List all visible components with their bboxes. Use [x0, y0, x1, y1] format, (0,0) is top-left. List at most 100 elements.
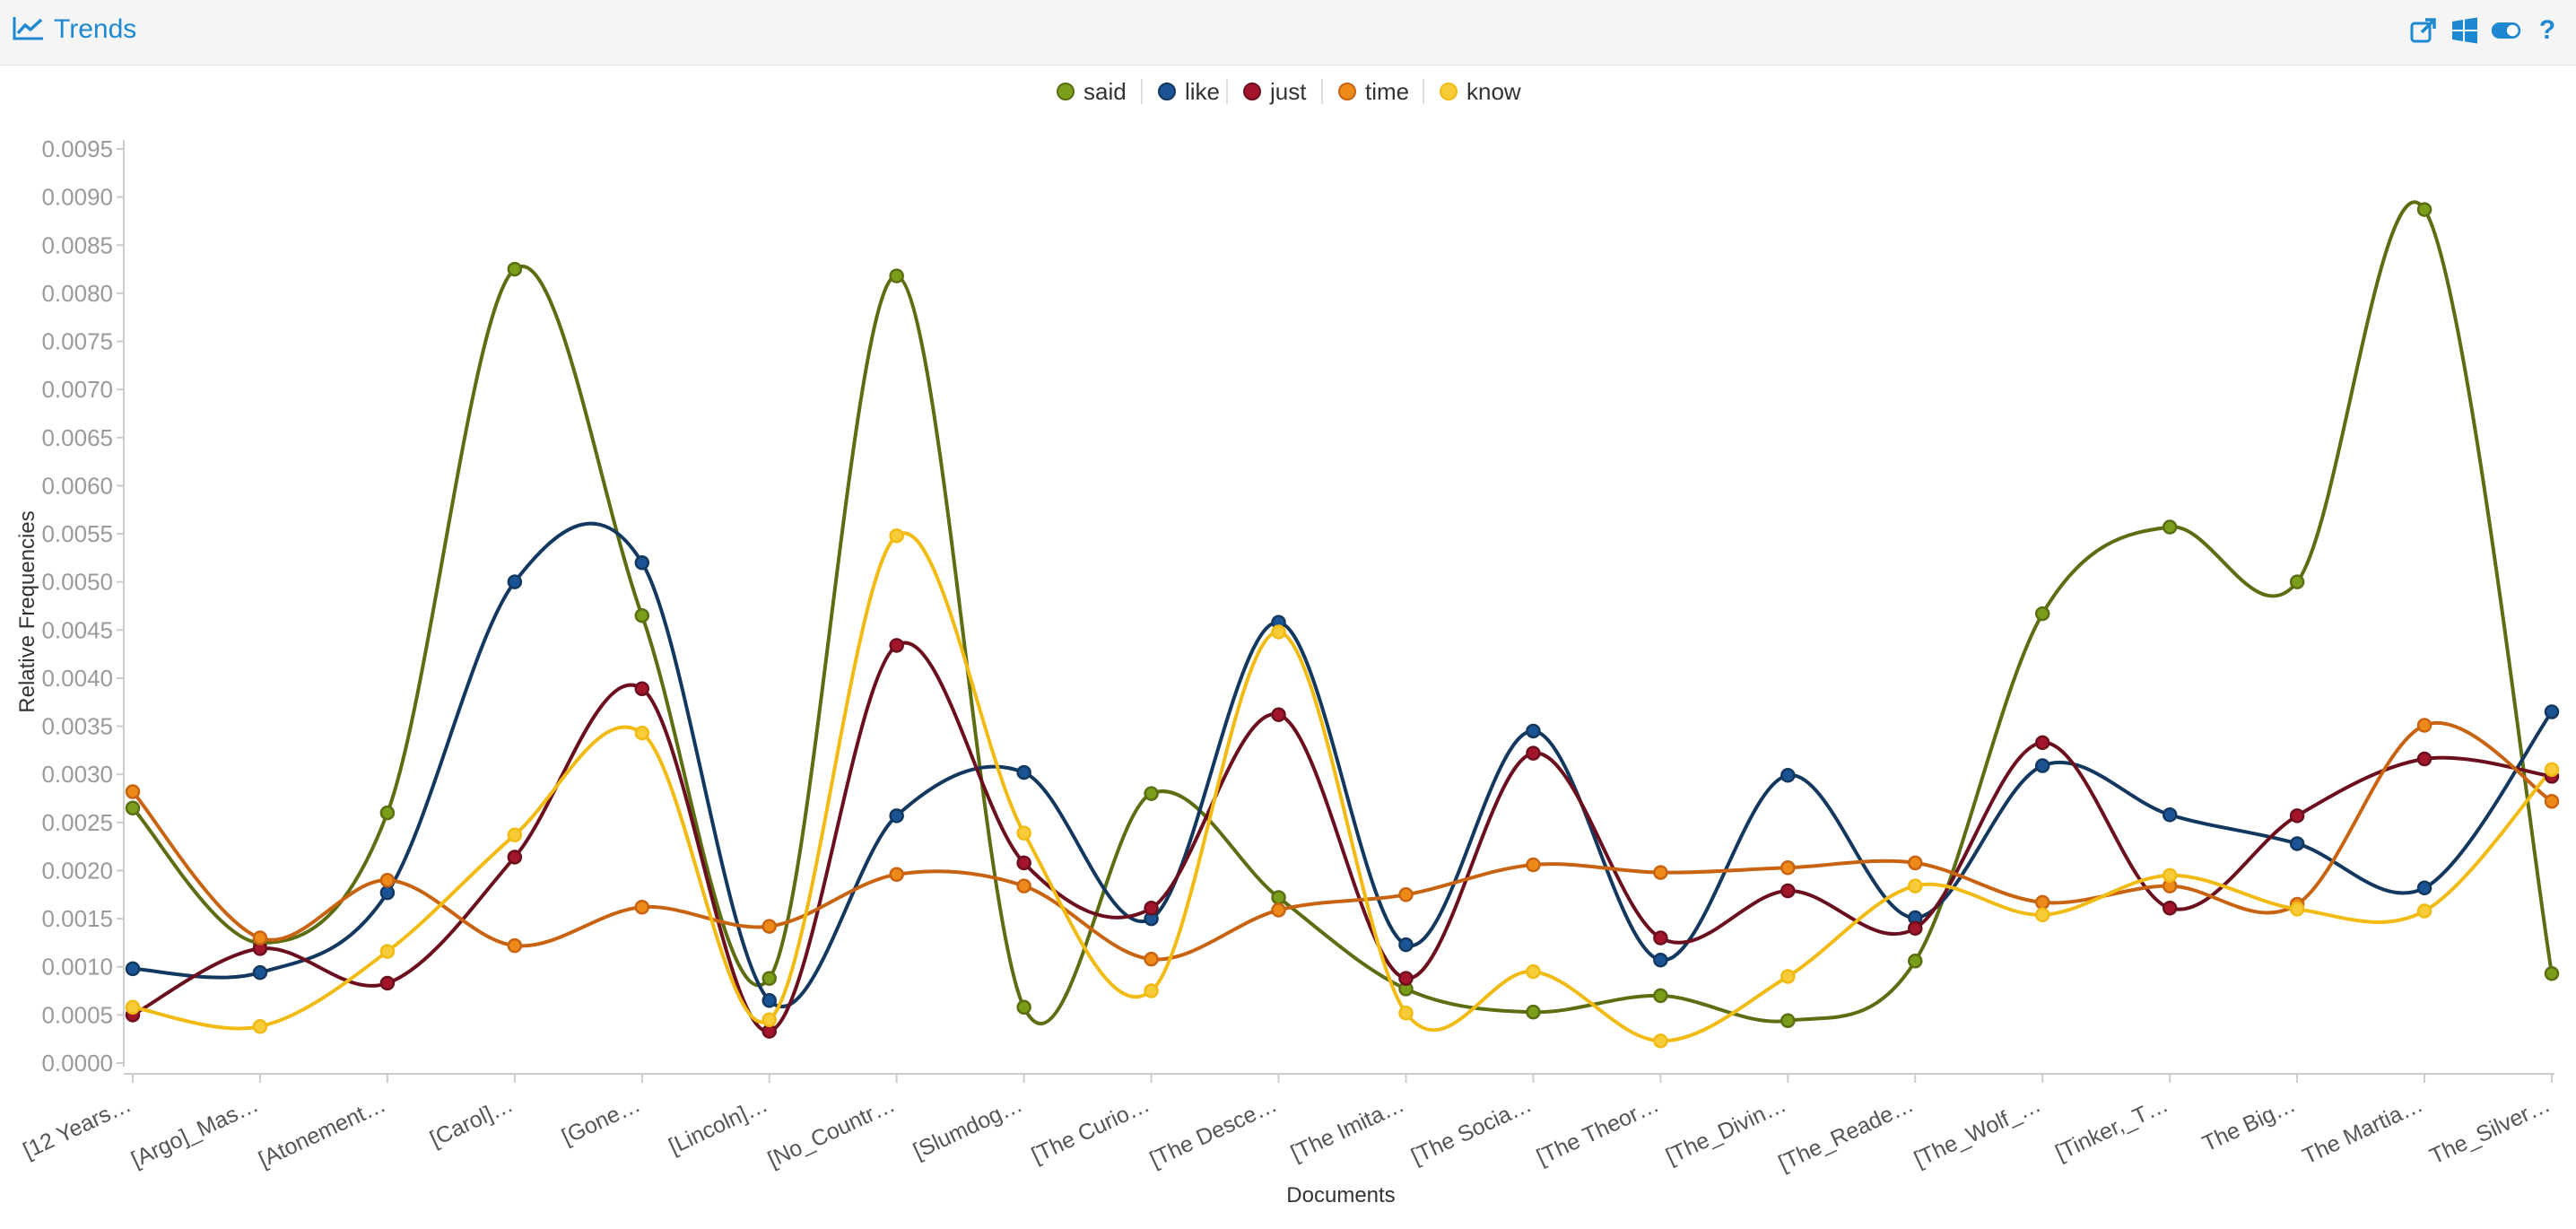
data-point-said[interactable] — [634, 607, 650, 623]
data-point-said[interactable] — [1526, 1004, 1541, 1020]
data-point-time[interactable] — [889, 867, 904, 883]
data-point-said[interactable] — [761, 971, 777, 986]
data-point-just[interactable] — [634, 681, 650, 696]
data-point-time[interactable] — [1144, 951, 1159, 967]
data-point-just[interactable] — [1526, 745, 1541, 761]
data-point-just[interactable] — [507, 850, 523, 865]
data-point-said[interactable] — [2162, 519, 2178, 535]
legend-item-time[interactable]: time — [1338, 78, 1409, 105]
toggle-icon[interactable] — [2490, 14, 2522, 47]
data-point-said[interactable] — [1016, 999, 1031, 1015]
data-point-time[interactable] — [1526, 857, 1541, 873]
data-point-said[interactable] — [1653, 988, 1668, 1004]
data-point-like[interactable] — [2162, 807, 2178, 823]
data-point-know[interactable] — [2416, 903, 2432, 919]
data-point-time[interactable] — [1016, 878, 1031, 893]
legend-item-know[interactable]: know — [1440, 78, 1521, 105]
help-icon[interactable]: ? — [2531, 14, 2563, 47]
data-point-know[interactable] — [889, 527, 904, 544]
data-point-time[interactable] — [252, 930, 268, 946]
data-point-said[interactable] — [2289, 574, 2305, 589]
data-point-know[interactable] — [1398, 1005, 1414, 1021]
data-point-just[interactable] — [1016, 855, 1031, 871]
data-point-just[interactable] — [2162, 901, 2178, 916]
data-point-time[interactable] — [1271, 902, 1286, 918]
data-point-know[interactable] — [1908, 878, 1923, 893]
data-point-know[interactable] — [507, 827, 523, 843]
data-point-like[interactable] — [1016, 764, 1031, 780]
data-point-know[interactable] — [634, 725, 650, 741]
data-point-know[interactable] — [1526, 963, 1541, 980]
data-point-like[interactable] — [889, 808, 904, 824]
data-point-like[interactable] — [2289, 836, 2305, 851]
data-point-know[interactable] — [1780, 969, 1796, 984]
data-point-just[interactable] — [2034, 735, 2050, 751]
data-point-like[interactable] — [252, 964, 268, 981]
data-point-time[interactable] — [634, 899, 650, 915]
data-point-time[interactable] — [2416, 718, 2432, 733]
data-point-like[interactable] — [379, 885, 396, 901]
data-point-said[interactable] — [2544, 965, 2560, 981]
data-point-know[interactable] — [1016, 825, 1031, 841]
data-point-said[interactable] — [1908, 954, 1923, 969]
data-point-said[interactable] — [507, 261, 523, 277]
data-point-like[interactable] — [125, 961, 141, 977]
data-point-just[interactable] — [1398, 971, 1414, 986]
legend-swatch — [1440, 83, 1458, 100]
data-point-just[interactable] — [889, 638, 904, 653]
data-point-like[interactable] — [2416, 880, 2432, 896]
data-point-time[interactable] — [507, 937, 523, 954]
data-point-time[interactable] — [1398, 887, 1414, 902]
data-point-like[interactable] — [761, 993, 777, 1008]
data-point-know[interactable] — [2162, 867, 2178, 884]
data-point-just[interactable] — [2289, 808, 2305, 824]
data-point-know[interactable] — [761, 1012, 777, 1027]
data-point-know[interactable] — [2289, 902, 2305, 917]
data-point-like[interactable] — [507, 574, 523, 589]
data-point-said[interactable] — [379, 805, 396, 821]
data-point-know[interactable] — [2544, 762, 2560, 778]
data-point-time[interactable] — [1653, 865, 1668, 880]
data-point-time[interactable] — [2034, 894, 2050, 911]
data-point-just[interactable] — [1144, 901, 1159, 916]
data-point-just[interactable] — [379, 975, 396, 991]
data-point-time[interactable] — [761, 919, 777, 934]
data-point-said[interactable] — [2416, 202, 2432, 217]
data-point-know[interactable] — [2034, 907, 2050, 923]
data-point-like[interactable] — [1526, 723, 1541, 739]
data-point-time[interactable] — [379, 872, 396, 888]
data-point-said[interactable] — [1144, 786, 1159, 801]
data-point-know[interactable] — [1271, 624, 1286, 640]
data-point-just[interactable] — [2416, 751, 2432, 767]
external-link-icon[interactable] — [2407, 14, 2440, 47]
data-point-like[interactable] — [2034, 758, 2050, 773]
data-point-know[interactable] — [125, 999, 141, 1015]
data-point-time[interactable] — [1908, 855, 1923, 871]
data-point-like[interactable] — [634, 554, 650, 571]
data-point-said[interactable] — [1780, 1013, 1796, 1029]
windows-icon[interactable] — [2449, 14, 2481, 47]
data-point-like[interactable] — [2544, 704, 2560, 719]
data-point-said[interactable] — [125, 800, 141, 816]
data-point-time[interactable] — [125, 784, 141, 799]
legend-item-just[interactable]: just — [1243, 78, 1307, 105]
data-point-just[interactable] — [1780, 883, 1796, 899]
data-point-just[interactable] — [1653, 930, 1668, 946]
data-point-said[interactable] — [2034, 606, 2050, 622]
legend-item-said[interactable]: said — [1057, 78, 1127, 105]
data-point-like[interactable] — [1780, 768, 1796, 783]
legend-item-like[interactable]: like — [1158, 78, 1220, 105]
data-point-know[interactable] — [1653, 1033, 1668, 1049]
data-point-time[interactable] — [2544, 793, 2560, 809]
data-point-like[interactable] — [1653, 952, 1668, 968]
data-point-like[interactable] — [1398, 937, 1414, 953]
data-point-just[interactable] — [1908, 920, 1923, 937]
data-point-said[interactable] — [889, 268, 904, 283]
data-point-know[interactable] — [379, 944, 396, 959]
data-point-just[interactable] — [1271, 707, 1286, 722]
chart-legend: said like just time know — [1057, 78, 1521, 105]
data-point-said[interactable] — [1271, 890, 1286, 905]
data-point-know[interactable] — [252, 1018, 268, 1034]
data-point-time[interactable] — [1780, 860, 1796, 876]
data-point-know[interactable] — [1144, 983, 1159, 998]
